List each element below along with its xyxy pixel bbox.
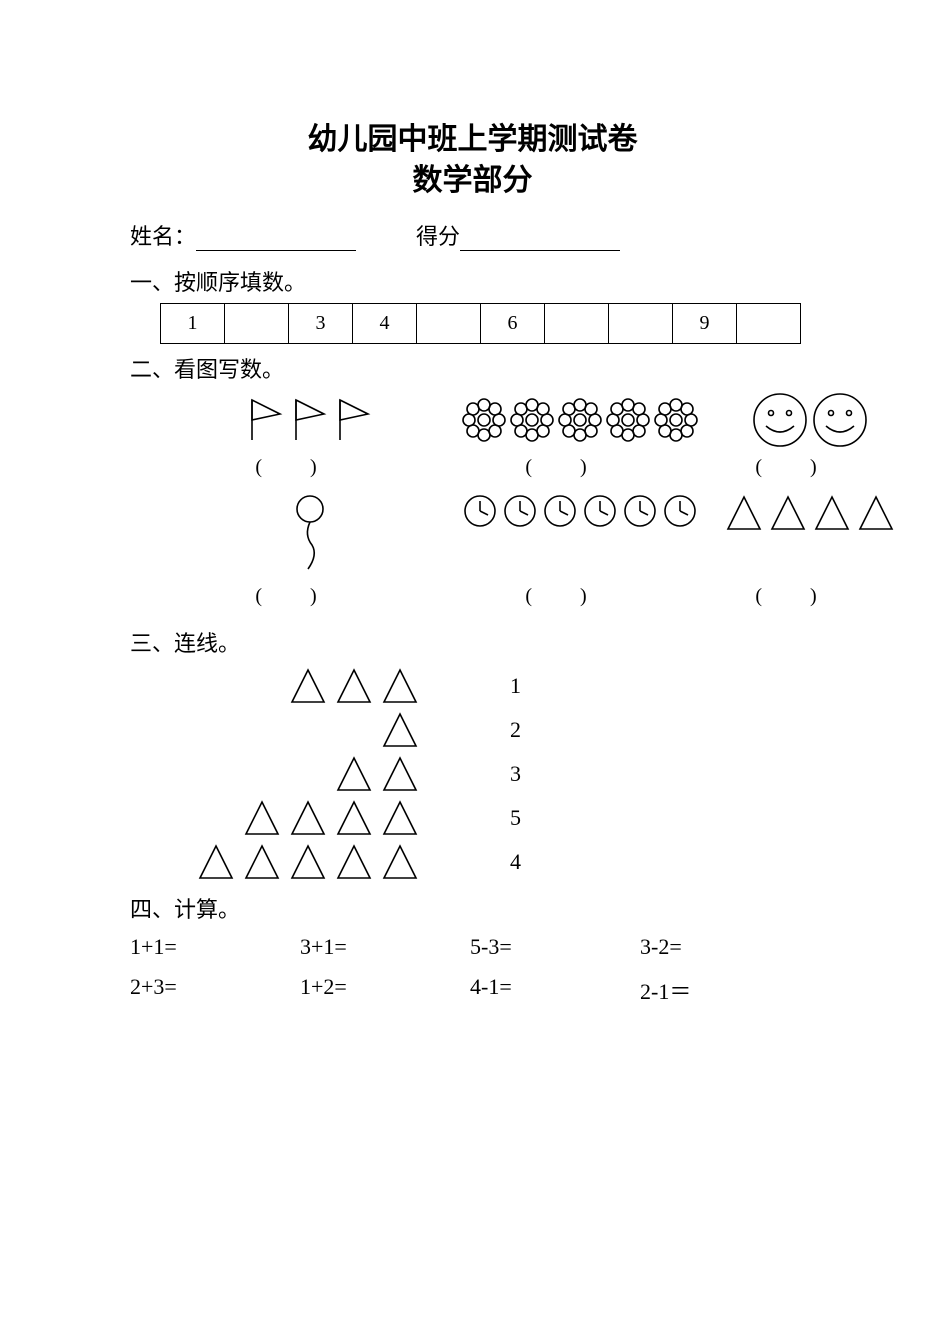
triangle-icon <box>334 798 374 838</box>
calc-grid: 1+1=3+1=5-3=3-2= 2+3=1+2=4-1=2-1＝ <box>130 934 815 1006</box>
calc-problem[interactable]: 3-2= <box>640 934 810 960</box>
triangle-icon <box>768 493 808 533</box>
score-field: 得分 <box>416 219 620 251</box>
sequence-cell: 4 <box>353 304 417 344</box>
match-shapes[interactable] <box>150 666 450 706</box>
count-write-grid: ()()()()()() <box>180 390 815 618</box>
count-cell <box>445 390 715 450</box>
answer-paren[interactable]: () <box>720 579 900 618</box>
calc-problem[interactable]: 1+2= <box>300 974 470 1006</box>
flower-icon <box>606 398 650 442</box>
calc-problem[interactable]: 1+1= <box>130 934 300 960</box>
answer-paren[interactable]: () <box>445 450 715 489</box>
sequence-cell[interactable] <box>737 304 801 344</box>
triangle-icon <box>334 842 374 882</box>
calc-problem[interactable]: 2+3= <box>130 974 300 1006</box>
match-number[interactable]: 4 <box>450 849 521 875</box>
clock-icon <box>662 493 698 529</box>
name-underline[interactable] <box>196 229 356 251</box>
triangle-icon <box>380 710 420 750</box>
sequence-cell[interactable] <box>225 304 289 344</box>
match-row: 3 <box>150 752 815 796</box>
clock-icon <box>502 493 538 529</box>
triangle-icon <box>334 666 374 706</box>
flag-icon <box>246 396 286 444</box>
sequence-cell: 1 <box>161 304 225 344</box>
sequence-cell: 6 <box>481 304 545 344</box>
clock-icon <box>542 493 578 529</box>
sequence-cell: 3 <box>289 304 353 344</box>
triangle-icon <box>724 493 764 533</box>
clock-icon <box>622 493 658 529</box>
match-number[interactable]: 3 <box>450 761 521 787</box>
sequence-cell: 9 <box>673 304 737 344</box>
match-row: 5 <box>150 796 815 840</box>
triangle-icon <box>196 842 236 882</box>
answer-paren[interactable]: () <box>180 579 440 618</box>
triangle-icon <box>288 666 328 706</box>
title-block: 幼儿园中班上学期测试卷 数学部分 <box>130 120 815 201</box>
name-label: 姓名： <box>130 224 196 249</box>
match-shapes[interactable] <box>150 798 450 838</box>
flower-icon <box>462 398 506 442</box>
flag-icon <box>290 396 330 444</box>
triangle-icon <box>812 493 852 533</box>
score-label: 得分 <box>416 224 460 249</box>
clock-icon <box>462 493 498 529</box>
triangle-icon <box>242 798 282 838</box>
match-row: 1 <box>150 664 815 708</box>
s3-heading: 三、连线。 <box>130 626 815 658</box>
match-row: 4 <box>150 840 815 884</box>
smiley-icon <box>812 392 868 448</box>
title-line2: 数学部分 <box>130 161 815 202</box>
answer-paren[interactable]: () <box>445 579 715 618</box>
smiley-icon <box>752 392 808 448</box>
calc-problem[interactable]: 3+1= <box>300 934 470 960</box>
match-shapes[interactable] <box>150 710 450 750</box>
number-sequence-table: 1 34 6 9 <box>160 303 801 344</box>
flower-icon <box>558 398 602 442</box>
title-line1: 幼儿园中班上学期测试卷 <box>130 120 815 161</box>
calc-problem[interactable]: 2-1＝ <box>640 974 810 1006</box>
answer-paren[interactable]: () <box>180 450 440 489</box>
triangle-icon <box>380 842 420 882</box>
clock-icon <box>582 493 618 529</box>
answer-paren[interactable]: () <box>720 450 900 489</box>
count-cell <box>720 489 900 579</box>
count-cell <box>180 390 440 450</box>
score-underline[interactable] <box>460 229 620 251</box>
triangle-icon <box>380 798 420 838</box>
sequence-cell[interactable] <box>545 304 609 344</box>
s1-heading: 一、按顺序填数。 <box>130 265 815 297</box>
balloon-icon <box>290 493 330 573</box>
match-number[interactable]: 5 <box>450 805 521 831</box>
calc-problem[interactable]: 4-1= <box>470 974 640 1006</box>
triangle-icon <box>288 842 328 882</box>
sequence-cell[interactable] <box>609 304 673 344</box>
name-field: 姓名： <box>130 219 356 251</box>
info-row: 姓名： 得分 <box>130 219 815 251</box>
flower-icon <box>510 398 554 442</box>
matching-block: 1 2 3 5 4 <box>150 664 815 884</box>
triangle-icon <box>856 493 896 533</box>
triangle-icon <box>380 666 420 706</box>
match-shapes[interactable] <box>150 754 450 794</box>
count-cell <box>445 489 715 579</box>
calc-problem[interactable]: 5-3= <box>470 934 640 960</box>
sequence-cell[interactable] <box>417 304 481 344</box>
triangle-icon <box>288 798 328 838</box>
flag-icon <box>334 396 374 444</box>
s2-heading: 二、看图写数。 <box>130 352 815 384</box>
match-shapes[interactable] <box>150 842 450 882</box>
s4-heading: 四、计算。 <box>130 892 815 924</box>
triangle-icon <box>242 842 282 882</box>
flower-icon <box>654 398 698 442</box>
match-number[interactable]: 1 <box>450 673 521 699</box>
match-number[interactable]: 2 <box>450 717 521 743</box>
count-cell <box>720 390 900 450</box>
triangle-icon <box>380 754 420 794</box>
triangle-icon <box>334 754 374 794</box>
count-cell <box>180 489 440 579</box>
match-row: 2 <box>150 708 815 752</box>
